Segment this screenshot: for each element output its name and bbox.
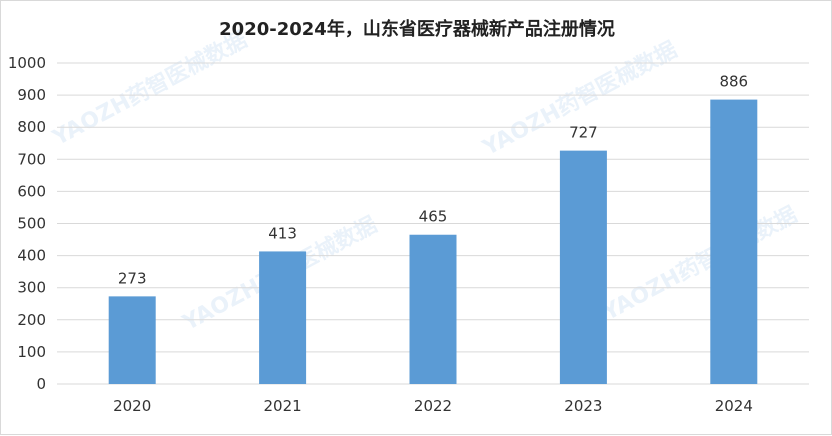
bar-2021: [259, 251, 307, 384]
data-label-2022: 465: [419, 208, 448, 226]
bar-2024: [710, 99, 758, 385]
y-tick-label: 100: [17, 343, 46, 361]
data-labels: 273 413 465 727 886: [118, 73, 748, 288]
y-tick-label: 1000: [8, 54, 46, 72]
y-tick-label: 800: [17, 118, 46, 136]
chart-title: 2020-2024年，山东省医疗器械新产品注册情况: [219, 18, 615, 40]
y-tick-label: 900: [17, 86, 46, 104]
bar-2022: [409, 234, 457, 384]
bars: [108, 99, 758, 385]
y-tick-label: 0: [36, 375, 46, 393]
y-tick-label: 400: [17, 247, 46, 265]
x-axis-ticks: 2020 2021 2022 2023 2024: [113, 397, 753, 415]
x-tick-label-2021: 2021: [264, 397, 302, 415]
x-tick-label-2022: 2022: [414, 397, 452, 415]
data-label-2020: 273: [118, 269, 147, 287]
x-tick-label-2023: 2023: [564, 397, 602, 415]
y-tick-label: 500: [17, 215, 46, 233]
data-label-2023: 727: [569, 124, 598, 142]
data-label-2024: 886: [719, 73, 748, 91]
x-tick-label-2020: 2020: [113, 397, 151, 415]
bar-2020: [108, 296, 156, 384]
y-tick-label: 700: [17, 150, 46, 168]
y-tick-label: 600: [17, 182, 46, 200]
y-tick-label: 200: [17, 311, 46, 329]
x-tick-label-2024: 2024: [715, 397, 753, 415]
data-label-2021: 413: [268, 224, 297, 242]
y-tick-label: 300: [17, 279, 46, 297]
y-axis-ticks: 0 100 200 300 400 500 600 700 800 900 1000: [8, 54, 46, 393]
bar-2023: [559, 150, 607, 384]
